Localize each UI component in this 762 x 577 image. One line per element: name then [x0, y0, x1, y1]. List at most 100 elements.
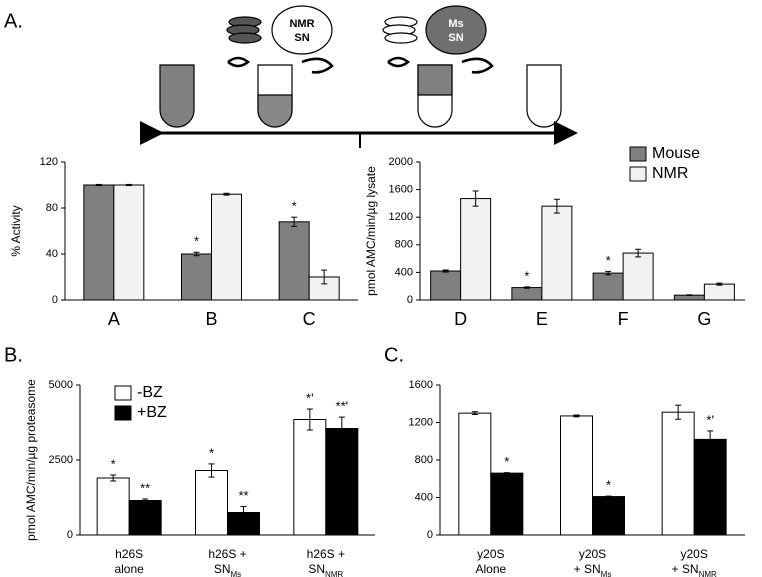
significance-mark: * — [606, 253, 611, 268]
significance-mark: * — [524, 268, 529, 283]
bar — [511, 287, 543, 301]
bar — [693, 438, 727, 536]
x-tick-label: SNNMR — [308, 562, 343, 577]
y-tick-label: 400 — [395, 266, 413, 278]
error-bar — [208, 463, 215, 478]
significance-mark: ** — [238, 488, 248, 503]
x-tick-label-subscript: Ms — [231, 570, 242, 577]
legend-swatch — [114, 405, 132, 421]
x-tick-label-text: + SN — [574, 562, 601, 576]
x-tick-label-text: h26S + — [307, 547, 345, 561]
y-tick-label: 40 — [46, 248, 58, 260]
y-tick-label: 0 — [52, 294, 58, 306]
x-tick-label-text: D — [454, 309, 467, 329]
significance-mark: * — [606, 478, 611, 493]
error-bar — [686, 294, 693, 297]
x-tick-label: + SNMs — [574, 562, 612, 577]
node-label: NMR — [289, 18, 314, 30]
x-tick-label: h26S + — [208, 547, 246, 561]
y-tick-label: 400 — [415, 491, 433, 503]
error-bar — [471, 411, 478, 416]
bar — [460, 198, 492, 301]
x-tick-label: y20S — [680, 547, 707, 561]
x-tick-label-text: h26S — [115, 547, 143, 561]
significance-mark: * — [292, 199, 297, 214]
bar — [211, 193, 242, 301]
error-bar — [95, 183, 102, 187]
legend-swatch — [629, 146, 647, 162]
x-tick-label-subscript: Ms — [601, 570, 612, 577]
legend-swatch — [629, 166, 647, 182]
significance-mark: *' — [306, 390, 314, 405]
y-tick-label: 1200 — [389, 211, 413, 223]
x-tick-label: G — [697, 309, 711, 329]
x-tick-label: Alone — [475, 562, 506, 576]
error-bar — [635, 248, 642, 258]
x-tick-label-text: C — [303, 309, 316, 329]
error-bar — [306, 408, 313, 431]
y-tick-label: 2000 — [389, 156, 413, 168]
x-tick-label-text: SN — [308, 562, 325, 576]
significance-mark: *' — [706, 412, 714, 427]
error-bar — [142, 498, 149, 503]
x-tick-label-text: F — [618, 309, 629, 329]
error-bar — [675, 404, 682, 420]
x-tick-label-text: E — [536, 309, 548, 329]
legend-label: NMR — [652, 165, 688, 182]
x-tick-label-text: h26S + — [208, 547, 246, 561]
significance-mark: ** — [140, 480, 150, 495]
x-tick-label: h26S + — [307, 547, 345, 561]
node-label: SN — [294, 32, 309, 44]
x-tick-label-text: y20S — [477, 547, 504, 561]
y-tick-label: 80 — [46, 202, 58, 214]
ellipse-node — [271, 5, 333, 55]
x-tick-label: h26S — [115, 547, 143, 561]
x-tick-label: alone — [114, 562, 144, 576]
bar — [661, 411, 695, 536]
bar — [83, 184, 115, 301]
diagram — [140, 5, 578, 148]
bar — [278, 221, 310, 301]
x-tick-label-text: y20S — [680, 547, 707, 561]
bar — [181, 253, 212, 301]
y-tick-label: 800 — [415, 454, 433, 466]
y-axis-label: pmol AMC/min/µg proteasome — [24, 379, 38, 541]
x-tick-label-text: y20S — [579, 547, 606, 561]
swirl-arrow — [387, 56, 411, 68]
bar — [113, 184, 145, 301]
x-tick-label-text: Alone — [475, 562, 506, 576]
x-tick-label-text: alone — [114, 562, 144, 576]
error-bar — [223, 192, 230, 196]
significance-mark: * — [504, 454, 509, 469]
error-bar — [240, 506, 247, 519]
x-tick-label: E — [536, 309, 548, 329]
legend-label: Mouse — [652, 145, 700, 162]
bar — [128, 500, 162, 536]
x-tick-label-text: B — [205, 309, 217, 329]
legend-label: +BZ — [137, 404, 167, 421]
panel-label: A. — [4, 10, 23, 32]
swirl-arrow — [301, 57, 334, 74]
x-tick-label-text: SN — [214, 562, 231, 576]
bar — [458, 412, 492, 536]
error-bar — [503, 472, 510, 475]
error-bar — [523, 286, 530, 289]
y-axis-label: % Activity — [9, 205, 23, 256]
y-tick-label: 0 — [67, 529, 73, 541]
error-bar — [605, 495, 612, 498]
legend-label: -BZ — [137, 384, 163, 401]
bar — [96, 477, 130, 536]
error-bar — [321, 269, 328, 285]
x-tick-label-subscript: NMR — [325, 570, 343, 577]
tube — [526, 64, 562, 128]
y-tick-label: 1600 — [389, 184, 413, 196]
y-tick-label: 120 — [40, 156, 58, 168]
significance-mark: **' — [336, 399, 349, 414]
bar — [541, 205, 573, 301]
error-bar — [125, 183, 132, 187]
bar — [703, 283, 735, 301]
error-bar — [573, 414, 580, 418]
bar — [622, 252, 654, 301]
x-tick-label: + SNNMR — [672, 562, 717, 577]
bar — [592, 272, 624, 301]
